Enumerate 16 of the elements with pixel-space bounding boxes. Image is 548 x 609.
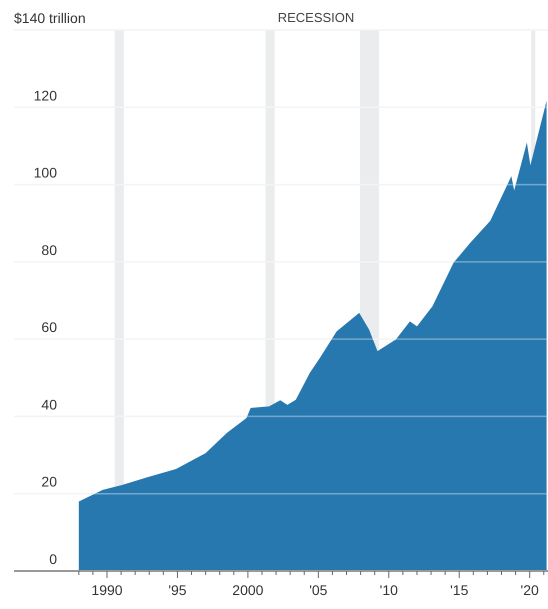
x-tick-label: '15 — [450, 582, 469, 598]
x-tick-label: 1990 — [91, 582, 123, 598]
text: RECESSION — [278, 10, 354, 25]
y-tick-label: 80 — [41, 242, 58, 258]
x-tick-label: '05 — [309, 582, 328, 598]
x-tick-label: 2000 — [232, 582, 264, 598]
y-tick-label: 120 — [34, 87, 58, 104]
y-tick-label: $140 trillion — [14, 10, 86, 26]
y-tick-label: 20 — [41, 474, 58, 490]
y-tick-label: 40 — [41, 396, 58, 412]
y-tick-label: 100 — [34, 164, 58, 181]
x-tick-label: '20 — [520, 582, 540, 598]
y-tick-label: 0 — [49, 551, 58, 567]
x-tick-label: '10 — [380, 582, 398, 598]
x-tick-label: '95 — [168, 582, 187, 598]
y-tick-label: 60 — [41, 319, 58, 336]
